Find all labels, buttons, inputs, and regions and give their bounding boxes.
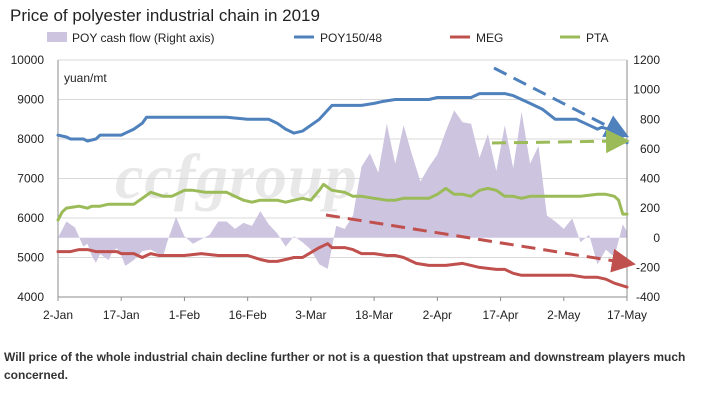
left-tick-label: 6000 [17,211,44,225]
legend: POY cash flow (Right axis) POY150/48 MEG… [47,31,608,45]
left-axis-ticks: 4000 5000 6000 7000 8000 9000 10000 [11,53,45,304]
chart-caption: Will price of the whole industrial chain… [4,350,686,382]
legend-label-poy: POY150/48 [320,31,382,45]
right-axis-ticks: -400 -200 0 200 400 600 800 1000 1200 [633,53,660,304]
x-tick-label: 18-Mar [355,308,393,322]
chart-title: Price of polyester industrial chain in 2… [10,6,320,25]
legend-swatch-poy-cash-flow [47,32,67,42]
x-tick-label: 17-Apr [483,308,519,322]
right-tick-label: -400 [636,290,660,304]
right-tick-label: 600 [640,142,660,156]
x-axis-ticks: 2-Jan 17-Jan 1-Feb 16-Feb 3-Mar 18-Mar 2-Apr 17… [43,297,647,322]
right-tick-label: 400 [640,172,660,186]
x-tick-label: 17-Jan [103,308,140,322]
right-tick-label: 1200 [633,53,660,67]
left-tick-label: 7000 [17,172,44,186]
x-tick-label: 2-May [547,308,580,322]
right-tick-label: 0 [653,231,660,245]
right-tick-label: 1000 [633,83,660,97]
left-tick-label: 9000 [17,93,44,107]
series-line-pta [56,182,629,222]
trend-arrow-poy [493,66,630,138]
legend-label-poy-cash-flow: POY cash flow (Right axis) [72,31,215,45]
x-tick-label: 17-May [607,308,647,322]
x-tick-label: 2-Apr [423,308,452,322]
trend-arrow-meg [325,213,636,273]
series-line-meg [56,242,629,289]
legend-label-meg: MEG [476,31,503,45]
x-tick-label: 3-Mar [295,308,326,322]
left-tick-label: 4000 [17,290,44,304]
left-tick-label: 5000 [17,251,44,265]
x-tick-label: 16-Feb [229,308,267,322]
x-tick-label: 2-Jan [43,308,73,322]
plot-area: 4000 5000 6000 7000 8000 9000 10000 -400 -200 0 2… [11,53,661,322]
right-tick-label: -200 [636,260,660,274]
left-tick-label: 10000 [11,53,45,67]
series-line-poy [56,92,629,145]
left-axis-unit: yuan/mt [64,71,107,85]
right-tick-label: 200 [640,201,660,215]
left-tick-label: 8000 [17,132,44,146]
right-tick-label: 800 [640,112,660,126]
trend-arrow-pta [491,129,630,154]
watermark: ccfgroup [115,141,358,212]
x-tick-label: 1-Feb [169,308,201,322]
series-area-poy-cash-flow [58,110,627,269]
legend-label-pta: PTA [586,31,608,45]
